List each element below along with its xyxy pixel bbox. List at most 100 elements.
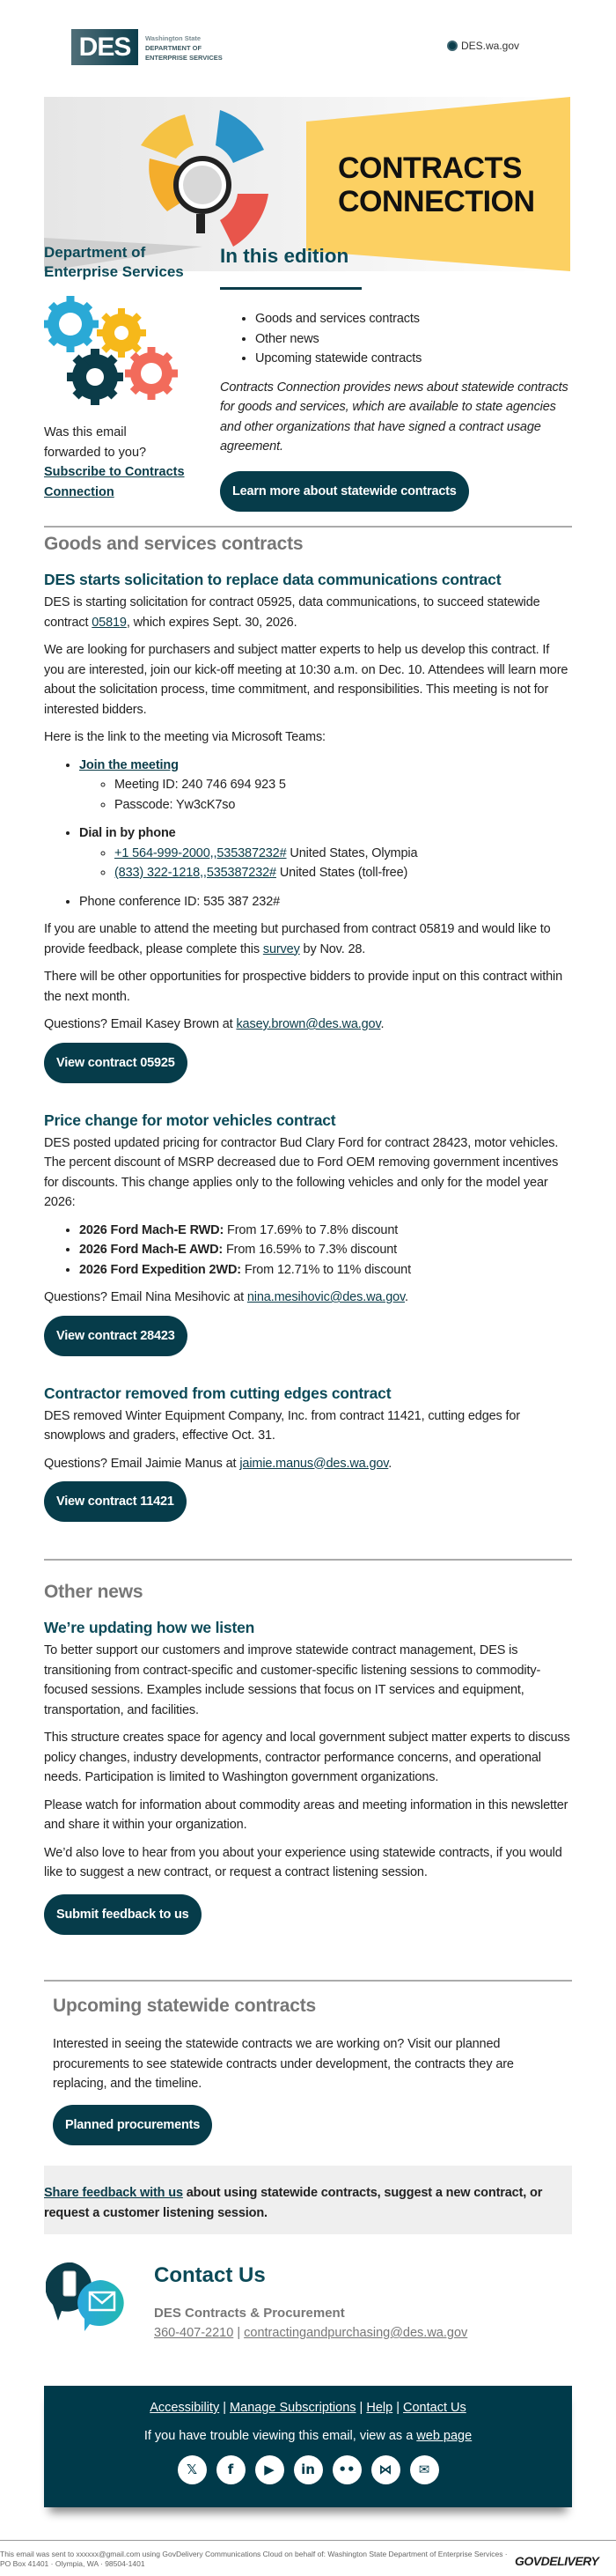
article-cutting-edges: Contractor removed from cutting edges co… <box>44 1383 572 1522</box>
text: about using statewide contracts, suggest… <box>44 2186 543 2220</box>
vehicle-item: 2026 Ford Mach-E RWD: From 17.69% to 7.8… <box>79 1221 572 1241</box>
article-paragraph: This structure creates space for agency … <box>44 1731 570 1784</box>
view-contract-28423-button[interactable]: View contract 28423 <box>44 1315 187 1356</box>
subscribe-link[interactable]: Subscribe to Contracts Connection <box>44 465 185 499</box>
text: Questions? Email Kasey Brown at <box>44 1017 237 1031</box>
edition-item: Upcoming statewide contracts <box>255 349 572 369</box>
dial-item: Dial in by phone +1 564-999-2000,,535387… <box>79 823 572 883</box>
join-item: Join the meeting Meeting ID: 240 746 694… <box>79 756 572 816</box>
contract-05819-link[interactable]: 05819 <box>92 615 127 630</box>
web-page-link[interactable]: web page <box>416 2429 473 2443</box>
banner-title-line: CONTRACTS <box>338 151 522 185</box>
text: From 16.59% to 7.3% discount <box>223 1243 398 1257</box>
logo-line: ENTERPRISE SERVICES <box>145 54 223 62</box>
text: , which expires Sept. 30, 2026. <box>126 615 297 630</box>
edition-item: Goods and services contracts <box>255 309 572 329</box>
planned-procurements-button[interactable]: Planned procurements <box>53 2104 213 2145</box>
bluesky-icon[interactable]: ⋈ <box>370 2455 400 2484</box>
logo-line: DEPARTMENT OF <box>145 44 202 52</box>
questions: Questions? Email Nina Mesihovic at nina.… <box>44 1290 408 1304</box>
article-motor-vehicles: Price change for motor vehicles contract… <box>44 1110 572 1356</box>
email-icon[interactable]: ✉ <box>409 2455 439 2484</box>
site-link[interactable]: DES.wa.gov <box>447 40 519 52</box>
vehicle-name: 2026 Ford Mach-E AWD: <box>79 1243 224 1257</box>
goods-section: Goods and services contracts DES starts … <box>44 534 572 1522</box>
feedback-box: Share feedback with us about using state… <box>44 2166 572 2234</box>
trouble-text: If you have trouble viewing this email, … <box>44 2429 572 2443</box>
banner: CONTRACTS CONNECTION <box>44 97 570 271</box>
text: Questions? Email Jaimie Manus at <box>44 1456 240 1471</box>
article-paragraph: If you are unable to attend the meeting … <box>44 919 572 959</box>
des-logo[interactable]: DES <box>71 29 138 65</box>
questions: Questions? Email Jaimie Manus at jaimie.… <box>44 1456 392 1471</box>
email-link[interactable]: kasey.brown@des.wa.gov <box>236 1017 381 1031</box>
org-name: Department of Enterprise Services <box>44 244 184 280</box>
email-link[interactable]: nina.mesihovic@des.wa.gov <box>246 1290 406 1304</box>
section-title: Goods and services contracts <box>44 534 304 554</box>
learn-more-button[interactable]: Learn more about statewide contracts <box>220 470 469 512</box>
divider <box>44 526 572 528</box>
banner-title: CONTRACTS CONNECTION <box>338 151 535 218</box>
accessibility-link[interactable]: Accessibility <box>150 2401 220 2415</box>
article-paragraph: We’d also love to hear from you about yo… <box>44 1845 562 1880</box>
youtube-icon[interactable]: ▶ <box>254 2455 284 2484</box>
email-link[interactable]: contractingandpurchasing@des.wa.gov <box>244 2326 468 2340</box>
site-link-text: DES.wa.gov <box>461 40 520 52</box>
article-title: DES starts solicitation to replace data … <box>44 571 502 588</box>
divider <box>44 1559 572 1561</box>
globe-icon <box>447 41 458 51</box>
phone-link[interactable]: +1 564-999-2000,,535387232# <box>114 845 287 860</box>
help-link[interactable]: Help <box>366 2401 393 2415</box>
legal-divider <box>0 2540 616 2541</box>
legal-text: This email was sent to xxxxxx@gmail.com … <box>0 2550 508 2568</box>
article-paragraph: We are looking for purchasers and subjec… <box>44 643 568 717</box>
view-contract-11421-button[interactable]: View contract 11421 <box>44 1481 187 1522</box>
phone-item: +1 564-999-2000,,535387232# United State… <box>114 844 572 864</box>
x-icon[interactable]: 𝕏 <box>177 2455 207 2484</box>
linkedin-icon[interactable]: in <box>293 2455 323 2484</box>
contact-icon <box>46 2262 124 2331</box>
passcode: Passcode: Yw3cK7so <box>114 795 572 816</box>
section-title: Upcoming statewide contracts <box>53 1996 316 2016</box>
submit-feedback-button[interactable]: Submit feedback to us <box>44 1893 202 1935</box>
join-meeting-link[interactable]: Join the meeting <box>79 757 179 772</box>
text: DES is starting solicitation for contrac… <box>44 595 540 630</box>
edition-title: In this edition <box>220 245 349 267</box>
flickr-icon[interactable]: •• <box>332 2455 362 2484</box>
forward-text: Was this email forwarded to you? <box>44 425 147 460</box>
article-paragraph: DES posted updated pricing for contracto… <box>44 1135 559 1210</box>
email-link[interactable]: jaimie.manus@des.wa.gov <box>239 1456 389 1471</box>
upcoming-section: Upcoming statewide contracts Interested … <box>53 1996 563 2145</box>
view-contract-05925-button[interactable]: View contract 05925 <box>44 1042 187 1083</box>
article-title: Price change for motor vehicles contract <box>44 1111 336 1129</box>
banner-title-line: CONNECTION <box>338 185 535 218</box>
meeting-id: Meeting ID: 240 746 694 923 5 <box>114 775 572 795</box>
share-feedback-link[interactable]: Share feedback with us <box>44 2186 183 2200</box>
footer-links: Accessibility | Manage Subscriptions | H… <box>150 2401 466 2415</box>
text: United States, Olympia <box>286 845 418 860</box>
phone-link[interactable]: 360-407-2210 <box>154 2326 234 2340</box>
vehicle-name: 2026 Ford Mach-E RWD: <box>79 1222 224 1237</box>
logo-line: Washington State <box>145 34 202 42</box>
contact-org: DES Contracts & Procurement <box>154 2306 345 2321</box>
manage-subscriptions-link[interactable]: Manage Subscriptions <box>230 2401 356 2415</box>
phone-link[interactable]: (833) 322-1218,,535387232# <box>114 866 276 880</box>
sidebar: Department of Enterprise Services Was th… <box>42 243 198 502</box>
contact-us-link[interactable]: Contact Us <box>403 2401 466 2415</box>
text: If you are unable to attend the meeting … <box>44 922 551 956</box>
feedback-text: Share feedback with us about using state… <box>44 2183 572 2223</box>
section-title: Other news <box>44 1582 143 1602</box>
text: From 12.71% to 11% discount <box>240 1262 411 1277</box>
facebook-icon[interactable]: f <box>216 2455 246 2484</box>
questions: Questions? Email Kasey Brown at kasey.br… <box>44 1017 385 1031</box>
banner-illustration <box>44 97 570 271</box>
article-paragraph: Here is the link to the meeting via Micr… <box>44 730 326 744</box>
article-title: Contractor removed from cutting edges co… <box>44 1384 392 1402</box>
vehicle-item: 2026 Ford Expedition 2WD: From 12.71% to… <box>79 1260 572 1281</box>
article-paragraph: DES is starting solicitation for contrac… <box>44 593 572 632</box>
article-paragraph: DES removed Winter Equipment Company, In… <box>44 1408 520 1443</box>
survey-link[interactable]: survey <box>262 941 300 956</box>
text: United States (toll-free) <box>275 866 408 880</box>
text: From 17.69% to 7.8% discount <box>224 1222 399 1237</box>
edition-divider <box>220 287 362 290</box>
